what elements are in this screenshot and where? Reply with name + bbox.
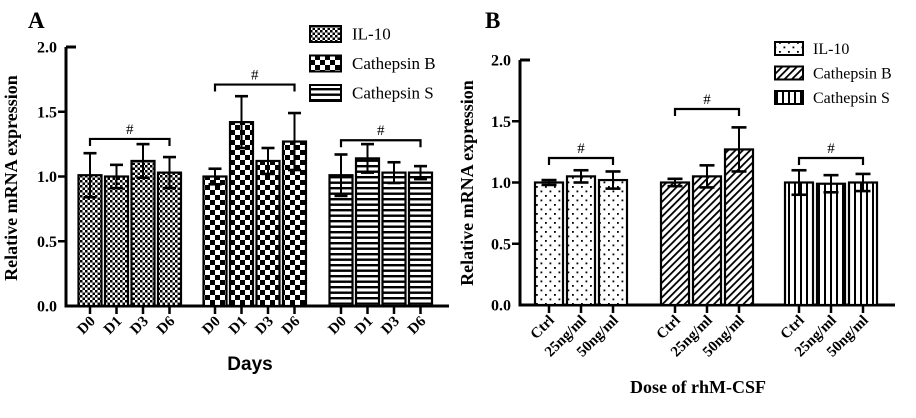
x-tick-label: D3 — [253, 314, 277, 338]
legend-swatch — [774, 90, 804, 105]
y-axis-title: Relative mRNA expression — [1, 75, 21, 281]
legend-label: Cathepsin S — [813, 90, 890, 107]
significance-bracket — [213, 83, 296, 92]
significance-label: # — [703, 92, 711, 108]
x-tick-label: D1 — [352, 314, 376, 338]
x-tick-label: D3 — [379, 314, 403, 338]
legend-swatch — [774, 41, 804, 56]
significance-label: # — [251, 68, 259, 84]
legend-label: Cathepsin B — [813, 66, 892, 83]
significance-label: # — [827, 141, 835, 157]
x-tick-label: D1 — [226, 314, 250, 338]
significance-bracket — [339, 139, 422, 148]
y-axis-title: Relative mRNA expression — [458, 80, 477, 286]
bar — [815, 182, 847, 307]
panel-a-chart: 0.00.51.01.52.0D0 D1 D3 D6 D0 D1 D3 D6 D0 D1 D3 D6#… — [1, 8, 449, 375]
significance-bracket — [797, 156, 865, 165]
bar — [783, 181, 815, 307]
significance-bracket — [673, 107, 741, 116]
y-tick-label: 1.0 — [37, 169, 57, 186]
bar — [565, 175, 597, 307]
panel-label: B — [485, 8, 500, 33]
bar — [130, 159, 156, 308]
legend-swatch — [309, 84, 342, 102]
x-tick-label: D0 — [326, 314, 350, 338]
x-tick-label: D0 — [75, 314, 99, 338]
bar — [407, 171, 434, 308]
y-tick-label: 1.5 — [491, 114, 511, 131]
bar — [659, 181, 691, 307]
legend-label: IL-10 — [813, 41, 849, 58]
x-tick-label: D6 — [279, 313, 304, 338]
legend-label: Cathepsin S — [352, 84, 434, 103]
x-tick-label: D3 — [128, 314, 152, 338]
significance-bracket — [547, 156, 615, 165]
x-axis-title: Dose of rhM-CSF — [630, 377, 766, 397]
legend-swatch — [309, 25, 342, 43]
bar — [381, 171, 407, 308]
bar — [691, 175, 723, 307]
x-tick-label: D6 — [405, 313, 430, 338]
significance-label: # — [377, 123, 385, 139]
y-tick-label: 1.5 — [37, 104, 57, 121]
bar — [847, 181, 879, 307]
y-tick-label: 0.0 — [491, 298, 511, 315]
y-tick-label: 0.5 — [491, 236, 511, 253]
legend-label: Cathepsin B — [352, 54, 436, 73]
x-tick-label: D1 — [101, 314, 125, 338]
x-axis-title: Days — [227, 354, 272, 375]
legend-label: IL-10 — [352, 25, 391, 44]
y-tick-label: 0.0 — [37, 299, 57, 316]
significance-label: # — [577, 141, 585, 157]
bar — [255, 159, 281, 308]
bar — [354, 157, 381, 308]
bar — [103, 175, 130, 308]
significance-label: # — [126, 122, 134, 138]
x-tick-label: D0 — [200, 314, 224, 338]
y-tick-label: 2.0 — [37, 40, 57, 57]
bar — [228, 121, 255, 308]
bar — [202, 175, 228, 308]
y-tick-label: 0.5 — [37, 234, 57, 251]
legend-swatch — [774, 65, 804, 81]
bar — [156, 171, 183, 308]
y-tick-label: 1.0 — [491, 175, 511, 192]
legend-swatch — [309, 54, 342, 73]
bar — [533, 181, 565, 307]
y-tick-label: 2.0 — [491, 53, 511, 70]
bar — [597, 178, 629, 307]
x-tick-label: D6 — [154, 313, 179, 338]
significance-bracket — [88, 137, 171, 146]
panel-label: A — [28, 8, 45, 33]
